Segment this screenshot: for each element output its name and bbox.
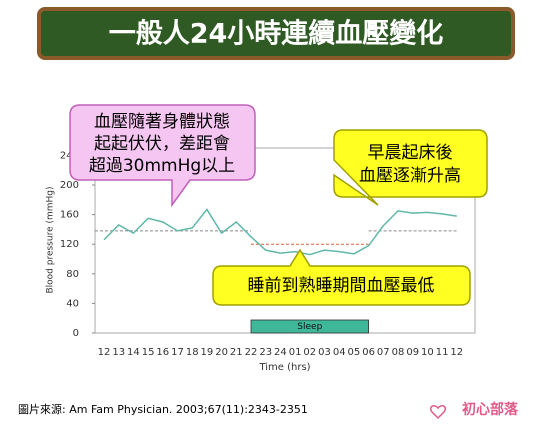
sleep-label: Sleep <box>297 322 322 332</box>
x-tick-label: 10 <box>421 347 434 358</box>
y-tick-label: 160 <box>60 210 79 221</box>
x-tick-label: 08 <box>392 347 405 358</box>
x-tick-label: 19 <box>201 347 214 358</box>
x-tick-label: 03 <box>318 347 331 358</box>
x-tick-label: 22 <box>245 347 258 358</box>
x-tick-label: 15 <box>142 347 155 358</box>
y-axis-label: Blood pressure (mmHg) <box>46 186 56 293</box>
callout-box <box>212 248 471 306</box>
x-tick-label: 09 <box>406 347 419 358</box>
x-tick-label: 24 <box>274 347 287 358</box>
y-tick-label: 0 <box>73 328 79 339</box>
callout-text: 超過30mmHg以上 <box>89 156 235 176</box>
x-tick-label: 21 <box>230 347 243 358</box>
chart-title: 一般人24小時連續血壓變化 <box>109 18 444 50</box>
x-tick-label: 12 <box>450 347 463 358</box>
x-tick-label: 02 <box>303 347 316 358</box>
x-tick-label: 23 <box>259 347 272 358</box>
logo-icon <box>429 405 447 420</box>
callout-box <box>69 104 256 208</box>
x-tick-label: 04 <box>333 347 346 358</box>
series-line <box>103 208 457 256</box>
title-banner <box>37 7 515 60</box>
x-tick-label: 18 <box>186 347 199 358</box>
y-tick-label: 200 <box>60 180 79 191</box>
x-tick-label: 13 <box>112 347 125 358</box>
y-tick-label: 80 <box>66 269 79 280</box>
x-tick-label: 20 <box>215 347 228 358</box>
x-tick-label: 12 <box>98 347 111 358</box>
x-tick-label: 14 <box>127 347 140 358</box>
marks: 0408012016020024012131415161718192021222… <box>60 150 463 358</box>
x-tick-label: 01 <box>289 347 302 358</box>
sleep-band <box>250 319 369 334</box>
y-tick-label: 40 <box>66 298 79 309</box>
x-tick-label: 07 <box>377 347 390 358</box>
callout-text: 起起伏伏，差距會 <box>94 134 230 154</box>
x-tick-label: 11 <box>436 347 449 358</box>
callout-text: 睡前到熟睡期間血壓最低 <box>248 275 435 296</box>
callout-box <box>333 129 488 206</box>
x-tick-label: 17 <box>171 347 184 358</box>
x-tick-label: 06 <box>362 347 375 358</box>
y-tick-label: 120 <box>60 239 79 250</box>
logo: 初心部落 <box>462 401 519 418</box>
callout-text: 早晨起床後 <box>368 143 453 163</box>
callout-text: 血壓隨著身體狀態 <box>94 112 230 132</box>
x-axis-label: Time (hrs) <box>258 362 310 373</box>
source: 圖片來源: Am Fam Physician. 2003;67(11):2343… <box>18 402 308 416</box>
callout-text: 血壓逐漸升高 <box>359 166 461 186</box>
x-tick-label: 16 <box>156 347 169 358</box>
x-tick-label: 05 <box>348 347 361 358</box>
